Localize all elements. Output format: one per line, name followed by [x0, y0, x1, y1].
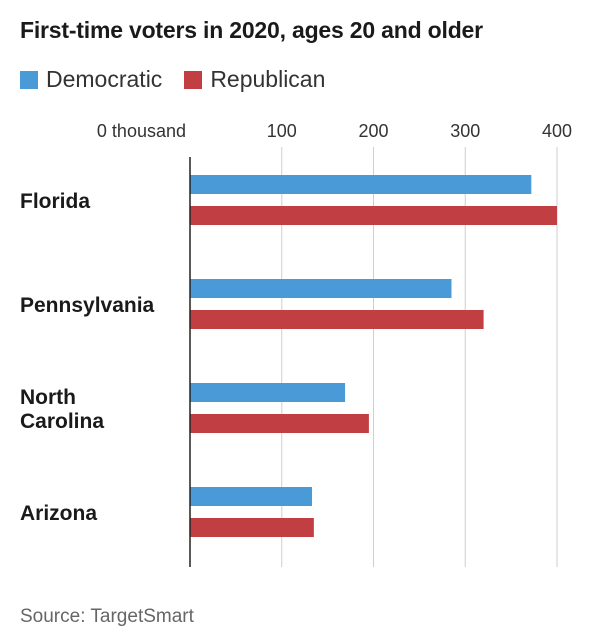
bar-florida-democratic [190, 175, 532, 194]
category-label-line: Florida [20, 190, 90, 213]
x-tick-label-300: 300 [450, 121, 480, 141]
bar-arizona-republican [190, 518, 314, 537]
legend-item-republican: Republican [184, 66, 325, 93]
chart-title: First-time voters in 2020, ages 20 and o… [20, 17, 483, 43]
bar-pennsylvania-democratic [190, 279, 452, 298]
source-note: Source: TargetSmart [20, 606, 194, 627]
bar-north-carolina-republican [190, 414, 369, 433]
bar-north-carolina-democratic [190, 383, 346, 402]
legend-label-democratic: Democratic [46, 66, 163, 92]
category-label-arizona: Arizona [20, 502, 97, 525]
category-label-line: North [20, 386, 76, 409]
category-label-pennsylvania: Pennsylvania [20, 294, 155, 317]
bar-arizona-democratic [190, 487, 313, 506]
category-label-florida: Florida [20, 190, 90, 213]
legend-swatch-republican [184, 70, 203, 89]
legend-label-republican: Republican [210, 66, 326, 92]
legend-swatch-democratic [20, 70, 38, 89]
category-label-line: Pennsylvania [20, 294, 155, 317]
category-label-line: Arizona [20, 502, 97, 525]
category-label-line: Carolina [20, 410, 104, 433]
bar-florida-republican [190, 206, 557, 225]
legend-item-democratic: Democratic [20, 66, 162, 93]
bar-pennsylvania-republican [190, 310, 484, 329]
legend: Democratic Republican [20, 66, 347, 93]
category-label-north-carolina: North Carolina [20, 386, 104, 433]
x-tick-label-100: 100 [267, 121, 297, 141]
x-tick-label-200: 200 [358, 121, 388, 141]
x-tick-label-0: 0 thousand [97, 121, 186, 141]
x-tick-label-400: 400 [542, 121, 572, 141]
